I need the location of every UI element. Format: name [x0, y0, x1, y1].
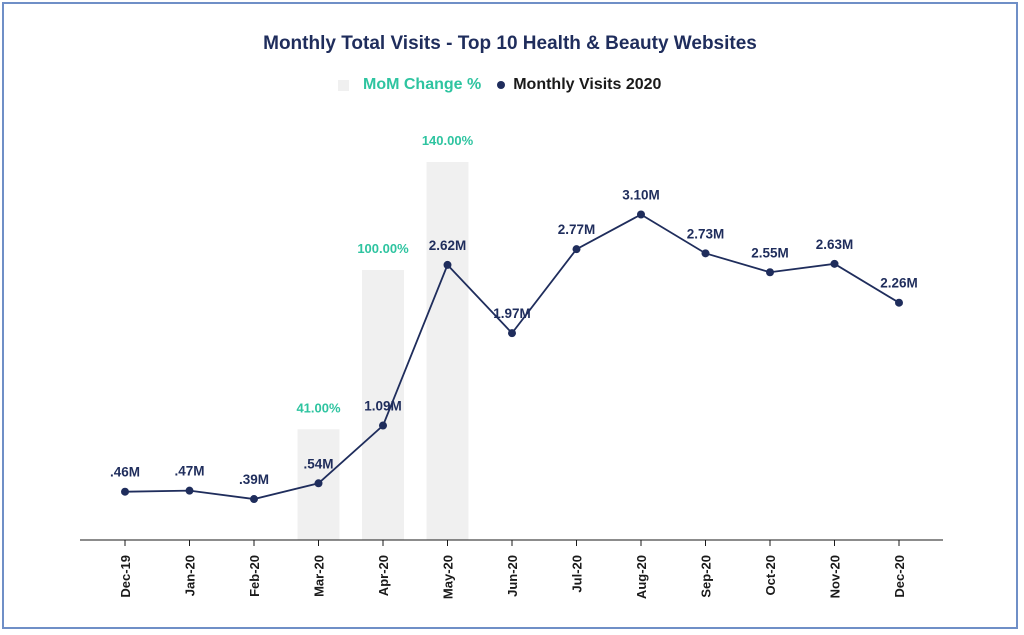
- data-label-monthly-visits-Dec-20: 2.26M: [880, 276, 918, 291]
- legend-swatch-monthly-visits: [497, 81, 506, 89]
- x-tick-label-Dec-20: Dec-20: [892, 555, 907, 598]
- point-monthly-visits-May-20: [443, 260, 452, 269]
- chart-title: Monthly Total Visits - Top 10 Health & B…: [263, 33, 757, 54]
- data-label-monthly-visits-Jul-20: 2.77M: [558, 222, 596, 237]
- x-tick-label-Jun-20: Jun-20: [505, 555, 520, 597]
- point-monthly-visits-Mar-20: [314, 479, 323, 488]
- legend-swatch-mom-change: [338, 79, 349, 91]
- x-tick-label-May-20: May-20: [441, 555, 456, 599]
- data-label-monthly-visits-Mar-20: .54M: [303, 456, 333, 471]
- x-tick-label-Jan-20: Jan-20: [183, 555, 198, 596]
- point-monthly-visits-Jun-20: [508, 329, 516, 338]
- point-monthly-visits-Feb-20: [250, 495, 258, 504]
- point-monthly-visits-Nov-20: [830, 259, 839, 268]
- x-tick-label-Mar-20: Mar-20: [312, 555, 327, 597]
- point-monthly-visits-Jan-20: [185, 486, 194, 495]
- data-label-monthly-visits-Feb-20: .39M: [239, 472, 269, 487]
- point-monthly-visits-Sep-20: [701, 249, 710, 258]
- x-tick-label-Aug-20: Aug-20: [634, 555, 649, 599]
- data-label-monthly-visits-Aug-20: 3.10M: [622, 188, 660, 203]
- legend-label-mom-change: MoM Change %: [363, 76, 482, 93]
- data-label-monthly-visits-Jan-20: .47M: [174, 464, 204, 479]
- data-label-monthly-visits-Nov-20: 2.63M: [816, 237, 854, 252]
- point-monthly-visits-Jul-20: [572, 245, 581, 254]
- data-label-monthly-visits-Dec-19: .46M: [110, 465, 140, 480]
- point-monthly-visits-Dec-20: [895, 298, 903, 307]
- data-label-mom-change-Apr-20: 100.00%: [357, 241, 409, 256]
- legend-label-monthly-visits: Monthly Visits 2020: [513, 76, 662, 93]
- x-tick-label-Feb-20: Feb-20: [247, 555, 262, 597]
- data-label-monthly-visits-Sep-20: 2.73M: [687, 226, 725, 241]
- x-tick-label-Apr-20: Apr-20: [376, 555, 391, 596]
- x-tick-label-Sep-20: Sep-20: [699, 555, 714, 598]
- x-tick-label-Dec-19: Dec-19: [118, 555, 133, 598]
- data-label-mom-change-May-20: 140.00%: [422, 133, 474, 148]
- bar-mom-change-May-20: [426, 162, 469, 540]
- data-label-monthly-visits-Apr-20: 1.09M: [364, 399, 402, 414]
- data-label-monthly-visits-Oct-20: 2.55M: [751, 245, 789, 260]
- point-monthly-visits-Dec-19: [121, 487, 129, 496]
- x-tick-label-Jul-20: Jul-20: [570, 555, 585, 593]
- legend: MoM Change % Monthly Visits 2020: [338, 75, 661, 95]
- point-monthly-visits-Aug-20: [637, 210, 645, 219]
- point-monthly-visits-Apr-20: [379, 421, 387, 430]
- data-label-mom-change-Mar-20: 41.00%: [296, 400, 341, 415]
- chart-frame: [2, 2, 1018, 629]
- data-label-monthly-visits-Jun-20: 1.97M: [493, 306, 531, 321]
- bar-mom-change-Apr-20: [362, 270, 404, 540]
- x-tick-label-Nov-20: Nov-20: [828, 555, 843, 598]
- x-tick-label-Oct-20: Oct-20: [763, 555, 778, 595]
- data-label-monthly-visits-May-20: 2.62M: [429, 238, 467, 253]
- point-monthly-visits-Oct-20: [766, 268, 774, 277]
